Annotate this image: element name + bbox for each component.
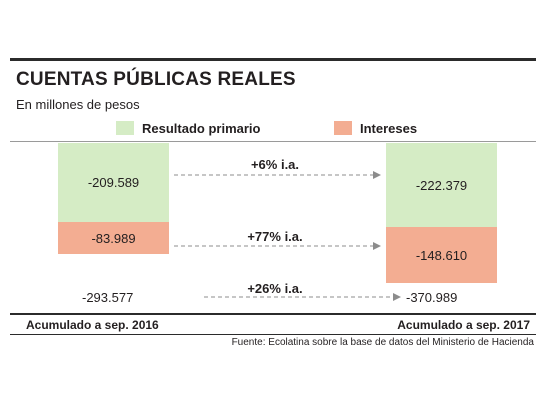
top-rule: [10, 58, 536, 61]
legend-label-primary: Resultado primario: [142, 121, 261, 136]
bar-2016-primary-label: -209.589: [87, 175, 140, 190]
change-total: +26% i.a.: [247, 281, 303, 296]
bar-2017-interest-label: -148.610: [415, 247, 468, 263]
chart-title: CUENTAS PÚBLICAS REALES: [16, 69, 296, 90]
total-2017: -370.989: [406, 290, 458, 305]
chart-subtitle: En millones de pesos: [16, 97, 140, 112]
footer-rule-bottom: [10, 334, 536, 335]
category-label-2017: Acumulado a sep. 2017: [397, 318, 530, 332]
legend-swatch-primary: [116, 121, 134, 135]
bar-2016-primary: -209.589: [58, 143, 169, 222]
legend-swatch-interest: [334, 121, 352, 135]
bar-2016-interest: -83.989: [58, 222, 169, 254]
change-primary: +6% i.a.: [250, 157, 300, 172]
bar-2017-primary-label: -222.379: [415, 177, 468, 193]
total-2016: -293.577: [82, 290, 134, 305]
legend-label-interest: Intereses: [360, 121, 418, 136]
legend-separator: [10, 141, 536, 142]
source-note: Fuente: Ecolatina sobre la base de datos…: [231, 337, 534, 348]
bar-2016-interest-label: -83.989: [91, 230, 136, 246]
bar-2017-primary: -222.379: [386, 143, 497, 227]
category-label-2016: Acumulado a sep. 2016: [26, 318, 159, 332]
bar-2017-interest: -148.610: [386, 227, 497, 283]
change-interest: +77% i.a.: [247, 229, 303, 244]
footer-rule-top: [10, 313, 536, 315]
